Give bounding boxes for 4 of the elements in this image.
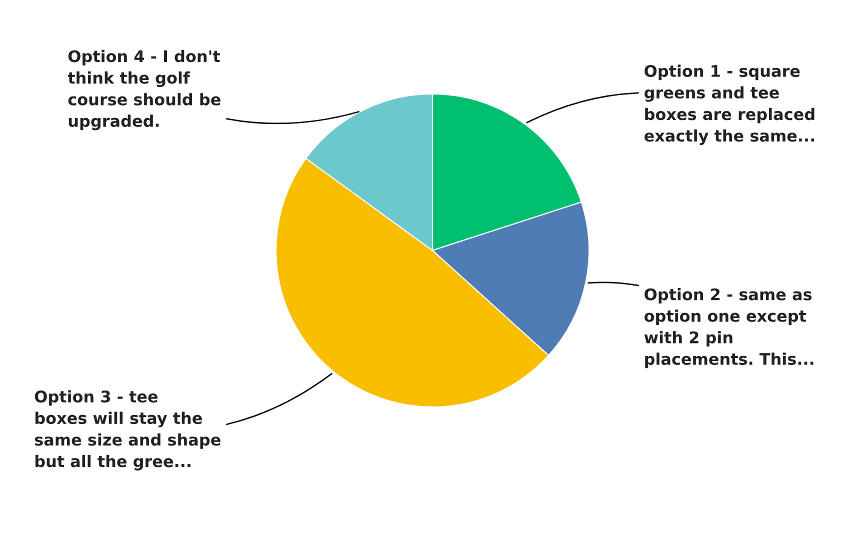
slice-label: Option 2 - same as option one except with 2 pin placements. This... xyxy=(644,288,814,368)
slice-label: Option 3 - tee boxes will stay the same size and shape but all the gree... xyxy=(34,390,220,470)
slice-label: Option 4 - I don't think the golf course should be upgraded. xyxy=(68,50,220,130)
slice-label: Option 1 - square greens and tee boxes are replaced exactly the same... xyxy=(644,64,814,145)
